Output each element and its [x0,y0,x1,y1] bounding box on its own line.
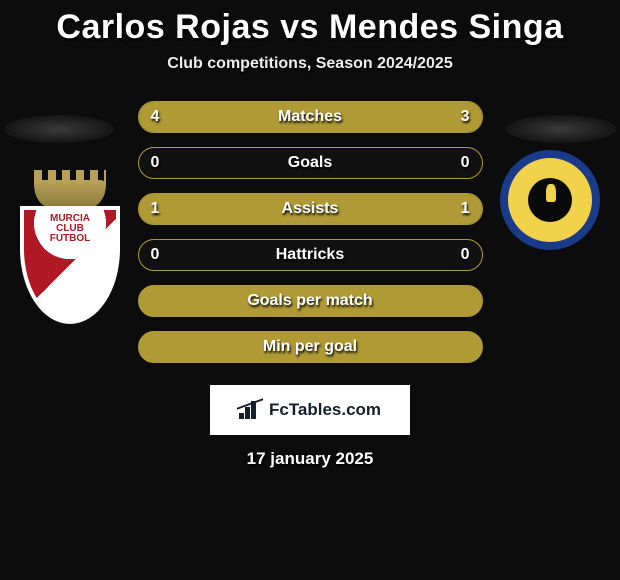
branding-badge: FcTables.com [210,385,410,435]
stat-label: Matches [278,108,342,126]
club-crest-right [500,150,600,250]
stat-value-left: 4 [151,108,160,126]
comparison-card: Carlos Rojas vs Mendes Singa Club compet… [0,0,620,469]
footer-date: 17 january 2025 [0,449,620,469]
stat-value-right: 3 [461,108,470,126]
stat-value-right: 1 [461,200,470,218]
stat-row: Goals per match [138,285,483,317]
real-murcia-icon: MURCIACLUBFUTBOL [20,180,120,327]
stat-label: Min per goal [263,338,357,356]
stat-row: Min per goal [138,331,483,363]
stat-value-right: 0 [461,154,470,172]
stat-value-left: 0 [151,246,160,264]
stat-row: 1 1 Assists [138,193,483,225]
page-title: Carlos Rojas vs Mendes Singa [0,8,620,47]
stat-fill-right [334,102,481,132]
stat-row: 0 0 Hattricks [138,239,483,271]
crest-shelf-left [4,115,114,143]
stat-row: 0 0 Goals [138,147,483,179]
fctables-icon [239,401,263,419]
page-subtitle: Club competitions, Season 2024/2025 [0,55,620,73]
stat-row: 4 3 Matches [138,101,483,133]
club-crest-left: MURCIACLUBFUTBOL [20,180,120,280]
hercules-icon [500,150,600,250]
branding-text: FcTables.com [269,400,381,420]
stat-value-right: 0 [461,246,470,264]
stat-rows: 4 3 Matches 0 0 Goals 1 1 Assists 0 0 Hattricks Goal… [138,101,483,363]
crest-shelf-right [506,115,616,143]
stat-label: Assists [282,200,339,218]
stat-value-left: 1 [151,200,160,218]
stat-value-left: 0 [151,154,160,172]
stat-label: Goals per match [247,292,372,310]
stat-label: Hattricks [276,246,344,264]
stat-label: Goals [288,154,332,172]
